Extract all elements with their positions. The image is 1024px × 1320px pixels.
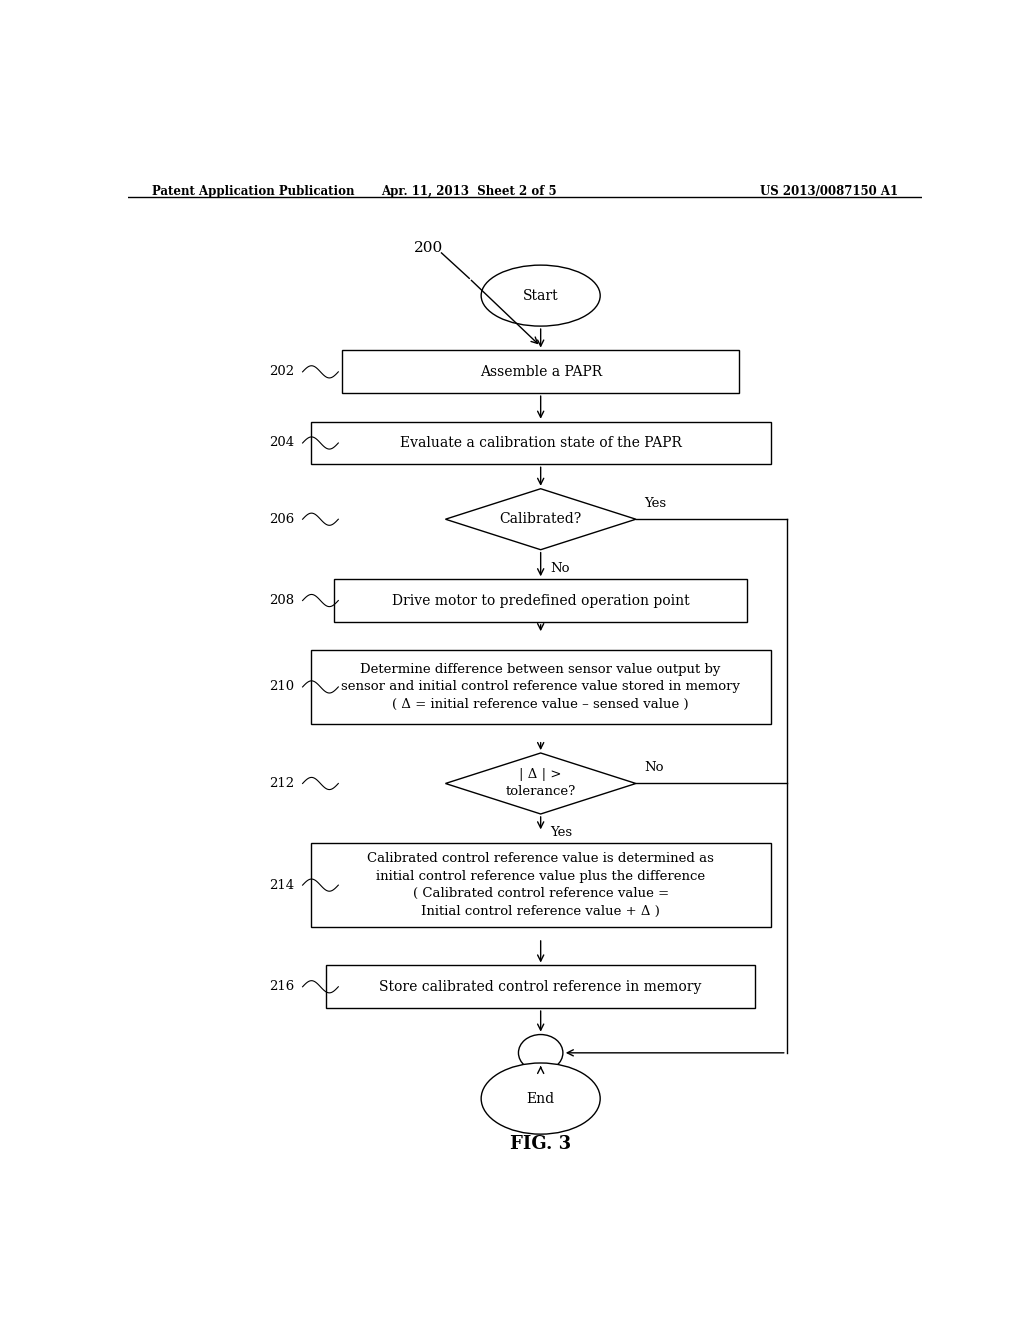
Text: Calibrated control reference value is determined as
initial control reference va: Calibrated control reference value is de… [368, 853, 714, 917]
Text: Yes: Yes [644, 498, 666, 510]
Text: 216: 216 [269, 981, 295, 993]
Text: Calibrated?: Calibrated? [500, 512, 582, 527]
Text: 212: 212 [269, 777, 295, 789]
Text: End: End [526, 1092, 555, 1106]
Text: No: No [644, 762, 664, 775]
Text: 204: 204 [269, 437, 295, 450]
Text: US 2013/0087150 A1: US 2013/0087150 A1 [760, 185, 898, 198]
Polygon shape [445, 752, 636, 814]
Text: Yes: Yes [550, 826, 572, 840]
Text: 208: 208 [269, 594, 295, 607]
Text: 206: 206 [269, 512, 295, 525]
Text: 200: 200 [414, 240, 443, 255]
Text: Store calibrated control reference in memory: Store calibrated control reference in me… [380, 979, 701, 994]
Text: Assemble a PAPR: Assemble a PAPR [479, 364, 602, 379]
Text: Evaluate a calibration state of the PAPR: Evaluate a calibration state of the PAPR [399, 436, 682, 450]
FancyBboxPatch shape [310, 421, 771, 465]
FancyBboxPatch shape [334, 579, 748, 622]
Text: Drive motor to predefined operation point: Drive motor to predefined operation poin… [392, 594, 689, 607]
Ellipse shape [481, 1063, 600, 1134]
FancyBboxPatch shape [310, 651, 771, 723]
FancyBboxPatch shape [342, 351, 739, 393]
Text: FIG. 3: FIG. 3 [510, 1135, 571, 1154]
FancyBboxPatch shape [327, 965, 755, 1008]
Text: 210: 210 [269, 680, 295, 693]
Text: No: No [550, 562, 569, 576]
Text: Apr. 11, 2013  Sheet 2 of 5: Apr. 11, 2013 Sheet 2 of 5 [381, 185, 557, 198]
Text: Determine difference between sensor value output by
sensor and initial control r: Determine difference between sensor valu… [341, 663, 740, 711]
Polygon shape [445, 488, 636, 549]
FancyBboxPatch shape [310, 843, 771, 927]
Ellipse shape [518, 1035, 563, 1071]
Text: 202: 202 [269, 366, 295, 379]
Ellipse shape [481, 265, 600, 326]
Text: Start: Start [523, 289, 558, 302]
Text: Patent Application Publication: Patent Application Publication [152, 185, 354, 198]
Text: 214: 214 [269, 879, 295, 891]
Text: | Δ | >
tolerance?: | Δ | > tolerance? [506, 768, 575, 799]
